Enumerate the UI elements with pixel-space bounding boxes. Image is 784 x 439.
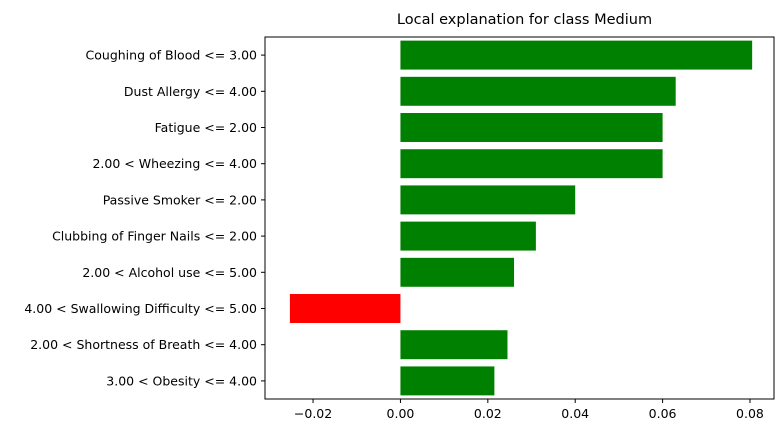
bars-layer <box>289 40 753 396</box>
x-axis-ticks: −0.02 0.00 0.02 0.04 0.06 0.08 <box>294 399 764 421</box>
y-tick-label-6: 2.00 < Alcohol use <= 5.00 <box>82 265 257 280</box>
y-tick-labels: Coughing of Blood <= 3.00 Dust Allergy <=… <box>24 48 265 388</box>
bar-0 <box>400 40 753 70</box>
bar-4 <box>400 185 576 215</box>
x-tick-label-0: −0.02 <box>294 406 332 421</box>
y-tick-label-5: Clubbing of Finger Nails <= 2.00 <box>52 229 257 244</box>
x-tick-label-2: 0.02 <box>474 406 502 421</box>
bar-3 <box>400 149 663 179</box>
y-tick-label-1: Dust Allergy <= 4.00 <box>124 84 257 99</box>
y-tick-label-0: Coughing of Blood <= 3.00 <box>86 48 258 63</box>
bar-2 <box>400 113 663 142</box>
y-tick-label-2: Fatigue <= 2.00 <box>155 120 257 135</box>
x-tick-label-4: 0.06 <box>649 406 677 421</box>
y-tick-label-7: 4.00 < Swallowing Difficulty <= 5.00 <box>24 301 257 316</box>
bar-8 <box>400 330 508 360</box>
bar-5 <box>400 221 536 251</box>
y-tick-label-9: 3.00 < Obesity <= 4.00 <box>106 373 257 388</box>
y-tick-label-8: 2.00 < Shortness of Breath <= 4.00 <box>30 337 257 352</box>
bar-7 <box>289 294 401 323</box>
y-tick-label-4: Passive Smoker <= 2.00 <box>103 192 257 207</box>
x-tick-label-5: 0.08 <box>736 406 764 421</box>
bar-9 <box>400 366 495 396</box>
x-tick-label-1: 0.00 <box>387 406 415 421</box>
chart-title: Local explanation for class Medium <box>397 12 652 28</box>
plot-frame <box>264 36 775 400</box>
x-tick-label-3: 0.04 <box>561 406 589 421</box>
y-tick-label-3: 2.00 < Wheezing <= 4.00 <box>92 156 257 171</box>
bar-1 <box>400 76 676 106</box>
bar-6 <box>400 257 515 287</box>
